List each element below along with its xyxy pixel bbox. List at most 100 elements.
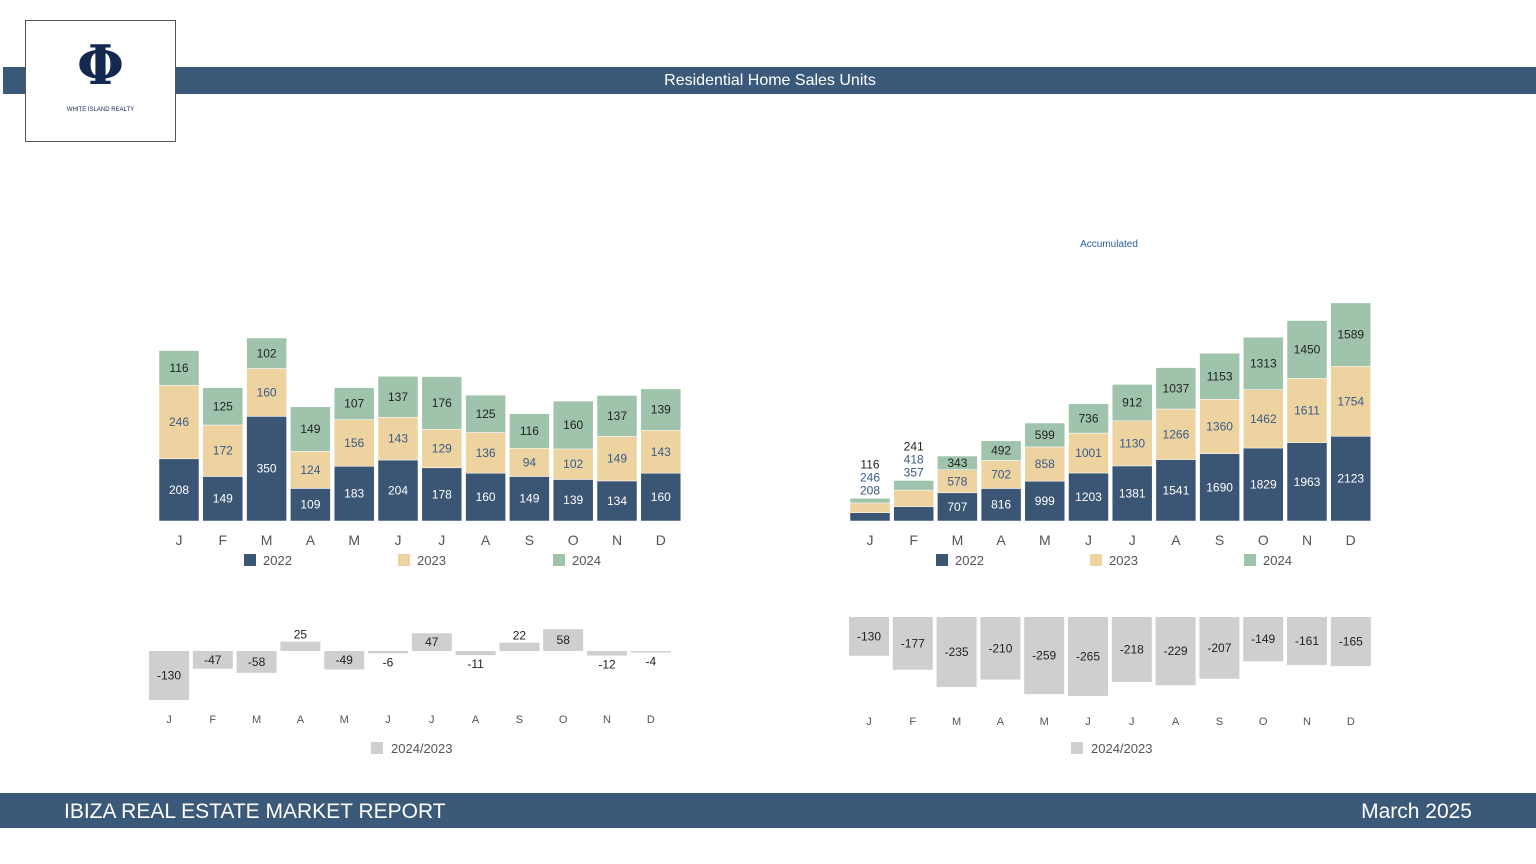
bar-2024 bbox=[640, 388, 682, 431]
bar-2022 bbox=[1243, 447, 1284, 522]
data-label: 912 bbox=[1122, 396, 1142, 410]
data-label: 1450 bbox=[1294, 342, 1321, 356]
data-label: 160 bbox=[257, 385, 277, 399]
data-label: 578 bbox=[947, 474, 967, 488]
bar-2024 bbox=[202, 387, 244, 426]
data-label: 599 bbox=[1035, 428, 1055, 442]
data-label: 1381 bbox=[1119, 486, 1146, 500]
diff-bar bbox=[499, 642, 540, 651]
x-tick-label: S bbox=[516, 714, 523, 726]
data-label: 1611 bbox=[1294, 404, 1320, 418]
data-label: 149 bbox=[519, 492, 539, 506]
data-label: 492 bbox=[991, 444, 1011, 458]
diff-bar bbox=[849, 617, 889, 656]
bar-2024 bbox=[552, 400, 594, 450]
x-tick-label: J bbox=[867, 532, 874, 548]
bar-2022 bbox=[893, 506, 934, 522]
report-date: March 2025 bbox=[1361, 800, 1472, 823]
data-label: 2123 bbox=[1337, 472, 1364, 486]
logo-phi-icon: Φ bbox=[76, 33, 125, 97]
legend-swatch-2022 bbox=[936, 554, 948, 566]
legend-swatch-2022 bbox=[244, 554, 256, 566]
data-label: 1037 bbox=[1163, 381, 1190, 395]
data-label: 134 bbox=[607, 494, 627, 508]
x-tick-label: S bbox=[1216, 716, 1223, 728]
diff-bar bbox=[236, 651, 277, 673]
bar-2023 bbox=[333, 419, 375, 467]
x-tick-label: D bbox=[1347, 716, 1355, 728]
x-tick-label: A bbox=[472, 714, 480, 726]
data-label: 1829 bbox=[1250, 478, 1277, 492]
diff-bar bbox=[1068, 617, 1108, 696]
diff-bar bbox=[192, 651, 233, 669]
diff-bar bbox=[1287, 617, 1327, 665]
x-tick-label: D bbox=[647, 714, 655, 726]
x-tick-label: A bbox=[996, 532, 1006, 548]
bar-2024 bbox=[596, 395, 638, 437]
data-label: 139 bbox=[651, 403, 671, 417]
bar-2022 bbox=[849, 512, 891, 522]
bar-2022 bbox=[552, 479, 594, 522]
data-label: 94 bbox=[523, 455, 537, 469]
x-tick-label: O bbox=[1259, 716, 1268, 728]
legend-label: 2022 bbox=[955, 553, 984, 568]
data-label: 702 bbox=[991, 467, 1011, 481]
data-label: 149 bbox=[213, 492, 233, 506]
data-label: 139 bbox=[563, 493, 583, 507]
bar-2024 bbox=[1243, 337, 1284, 390]
data-label: 1203 bbox=[1075, 490, 1102, 504]
data-label: 1690 bbox=[1206, 480, 1233, 494]
bar-2023 bbox=[377, 416, 419, 461]
diff-bar bbox=[1111, 617, 1152, 682]
x-tick-label: J bbox=[176, 532, 183, 548]
data-label: 109 bbox=[300, 498, 320, 512]
data-label: -149 bbox=[1251, 632, 1275, 646]
bar-2024 bbox=[1199, 353, 1240, 400]
bar-2022 bbox=[465, 472, 506, 522]
data-label: 999 bbox=[1035, 494, 1055, 508]
data-label: 816 bbox=[991, 498, 1011, 512]
data-label: 116 bbox=[520, 424, 539, 438]
data-label: -161 bbox=[1295, 634, 1319, 648]
data-label: 246 bbox=[169, 415, 189, 429]
diff-bar bbox=[368, 651, 408, 654]
bar-2023 bbox=[1024, 446, 1066, 482]
x-tick-label: J bbox=[395, 532, 402, 548]
x-tick-label: J bbox=[1129, 532, 1136, 548]
data-label: -218 bbox=[1120, 642, 1144, 656]
data-label: 137 bbox=[607, 409, 627, 423]
data-label: 156 bbox=[344, 436, 364, 450]
x-tick-label: O bbox=[559, 714, 568, 726]
data-label: 143 bbox=[388, 432, 408, 446]
data-label: 102 bbox=[257, 346, 277, 360]
bar-2022 bbox=[1068, 472, 1109, 522]
legend-swatch-2023 bbox=[1090, 554, 1102, 566]
bar-2022 bbox=[1024, 480, 1066, 522]
x-tick-label: N bbox=[1303, 716, 1311, 728]
x-tick-label: J bbox=[166, 714, 172, 726]
bar-2023 bbox=[158, 385, 200, 460]
data-label: -229 bbox=[1164, 644, 1188, 658]
data-label: 116 bbox=[860, 457, 879, 471]
x-tick-label: A bbox=[481, 532, 491, 548]
data-label: -4 bbox=[645, 655, 656, 669]
legend-label: 2023 bbox=[1109, 553, 1138, 568]
bar-2024 bbox=[1111, 384, 1153, 422]
data-label: 129 bbox=[432, 441, 452, 455]
data-label: 160 bbox=[651, 490, 671, 504]
diff-bar bbox=[936, 617, 977, 688]
diff-bar bbox=[892, 617, 933, 670]
bar-2022 bbox=[1111, 465, 1153, 522]
x-tick-label: M bbox=[261, 532, 273, 548]
bar-2022 bbox=[937, 492, 978, 522]
bar-2023 bbox=[1111, 420, 1153, 467]
data-label: -11 bbox=[467, 657, 484, 671]
data-label: 1754 bbox=[1337, 394, 1364, 408]
data-label: 208 bbox=[860, 483, 880, 497]
data-label: 204 bbox=[388, 484, 408, 498]
diff-bar bbox=[587, 651, 627, 656]
legend-swatch-2024 bbox=[553, 554, 565, 566]
data-label: 107 bbox=[344, 397, 364, 411]
bar-2022 bbox=[421, 467, 463, 522]
